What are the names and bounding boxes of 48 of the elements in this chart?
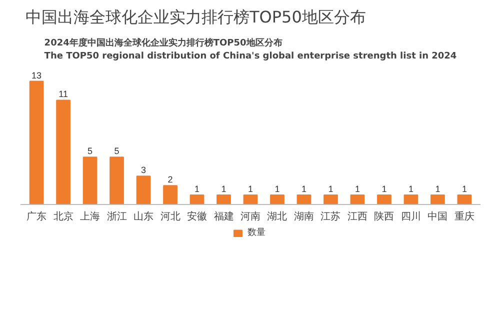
bar (56, 100, 70, 206)
data-label: 5 (114, 146, 120, 156)
bar (324, 194, 338, 206)
x-tick-label: 安徽 (187, 210, 208, 223)
x-tick-label: 重庆 (454, 210, 474, 223)
x-tick-label: 河北 (160, 210, 180, 223)
data-label: 5 (88, 146, 93, 156)
data-label: 1 (408, 184, 414, 194)
x-tick-label: 江苏 (320, 210, 341, 223)
data-label: 1 (221, 184, 226, 194)
x-tick-label: 湖南 (294, 210, 314, 223)
data-label: 1 (248, 184, 254, 194)
data-label: 11 (58, 89, 68, 100)
x-tick-label: 上海 (80, 210, 100, 223)
x-tick-label: 四川 (400, 210, 421, 223)
bar (29, 80, 44, 206)
data-label: 2 (168, 174, 173, 185)
data-label: 1 (301, 184, 306, 194)
x-tick-label: 浙江 (106, 210, 127, 223)
bar (163, 185, 178, 206)
chart-title: 中国出海全球化企业实力排行榜TOP50地区分布 (26, 8, 366, 26)
data-label: 3 (141, 165, 146, 176)
data-label: 1 (462, 184, 467, 194)
x-tick-label: 江西 (347, 210, 368, 223)
data-label: 1 (382, 184, 387, 194)
bar (430, 194, 445, 206)
chart-subtitle: 2024年度中国出海全球化企业实力排行榜TOP50地区分布 The TOP50 regional distribution of China's global enterprise strength list in 2024 (44, 38, 457, 62)
bar (216, 194, 231, 206)
x-tick-label: 湖北 (267, 210, 288, 223)
bar (270, 194, 284, 206)
x-tick-label: 北京 (53, 210, 74, 223)
data-label: 1 (435, 184, 440, 194)
x-tick-label: 中国 (428, 210, 448, 223)
x-tick-label: 广东 (26, 210, 47, 223)
bar (110, 156, 124, 206)
x-tick-label: 陕西 (374, 210, 394, 223)
data-label: 1 (328, 184, 334, 194)
bar (136, 176, 151, 206)
data-label: 13 (32, 70, 42, 80)
x-tick-label: 河南 (240, 210, 260, 223)
bar (377, 194, 392, 206)
x-tick-label: 福建 (214, 210, 234, 223)
data-label: 1 (194, 184, 200, 194)
data-label: 1 (354, 184, 360, 194)
x-tick-label: 山东 (134, 210, 154, 223)
data-label: 1 (274, 184, 280, 194)
legend-label: 数量 (248, 226, 266, 239)
bar (82, 156, 98, 206)
